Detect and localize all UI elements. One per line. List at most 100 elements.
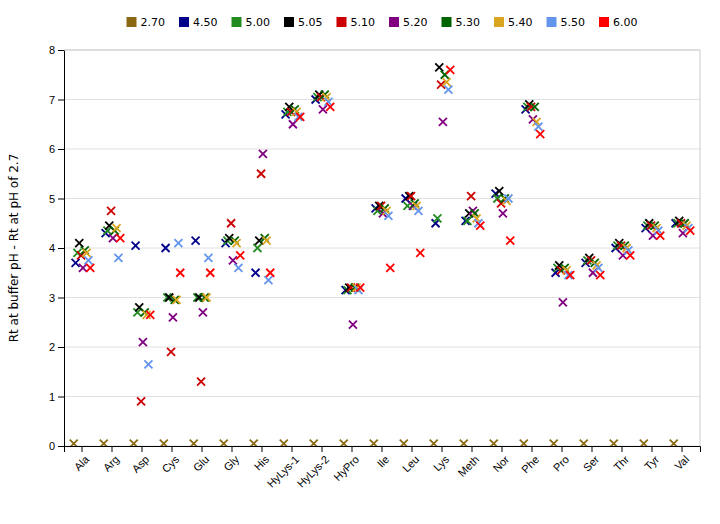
point bbox=[463, 217, 471, 225]
x-tick: Pro bbox=[551, 446, 572, 474]
y-tick-label: 7 bbox=[49, 94, 55, 106]
point bbox=[199, 308, 207, 316]
series bbox=[73, 93, 681, 316]
x-tick-label: Gly bbox=[221, 453, 242, 474]
x-tick-label: Lys bbox=[431, 453, 452, 474]
x-tick: Lys bbox=[431, 446, 452, 473]
point bbox=[204, 254, 212, 262]
point bbox=[439, 118, 447, 126]
x-tick-label: Phe bbox=[519, 453, 541, 475]
point bbox=[173, 296, 181, 304]
point bbox=[356, 284, 364, 292]
point bbox=[370, 440, 378, 446]
x-tick-mark bbox=[232, 446, 233, 452]
plot: 012345678AlaArgAspCysGluGlyHisHyLys-1HyL… bbox=[49, 44, 701, 490]
x-tick: Leu bbox=[400, 446, 421, 475]
point bbox=[495, 187, 503, 195]
point bbox=[107, 207, 115, 215]
point bbox=[192, 237, 200, 245]
legend-swatch bbox=[127, 17, 137, 27]
point bbox=[169, 313, 177, 321]
legend-item: 2.70 bbox=[127, 16, 166, 29]
y-tick: 2 bbox=[49, 341, 64, 353]
point bbox=[264, 276, 272, 284]
x-tick: Ala bbox=[72, 446, 92, 473]
chart: 012345678AlaArgAspCysGluGlyHisHyLys-1HyL… bbox=[0, 0, 720, 524]
point bbox=[146, 311, 154, 319]
point bbox=[559, 298, 567, 306]
point bbox=[190, 440, 198, 446]
x-axis-line bbox=[65, 447, 701, 453]
y-tick-label: 5 bbox=[49, 193, 55, 205]
point bbox=[400, 440, 408, 446]
legend-swatch bbox=[494, 17, 504, 27]
x-tick-mark bbox=[262, 446, 263, 452]
y-tick-mark bbox=[58, 149, 64, 150]
x-tick-mark bbox=[112, 446, 113, 452]
point bbox=[114, 254, 122, 262]
point bbox=[686, 227, 694, 235]
legend-swatch bbox=[442, 17, 452, 27]
point bbox=[257, 170, 265, 178]
point bbox=[386, 264, 394, 272]
point bbox=[229, 256, 237, 264]
x-tick-mark bbox=[352, 446, 353, 452]
x-tick: Nor bbox=[490, 446, 511, 474]
point bbox=[252, 269, 260, 277]
point bbox=[109, 234, 117, 242]
point bbox=[520, 440, 528, 446]
point bbox=[162, 244, 170, 252]
grid bbox=[64, 50, 700, 446]
point bbox=[504, 195, 512, 203]
x-tick-mark bbox=[502, 446, 503, 452]
legend-item: 5.30 bbox=[442, 16, 481, 29]
x-tick: Cys bbox=[159, 446, 181, 475]
point bbox=[233, 239, 241, 247]
y-axis: 012345678 bbox=[49, 44, 65, 452]
series bbox=[81, 71, 689, 317]
x-tick-label: Leu bbox=[400, 453, 421, 474]
x-tick-mark bbox=[442, 446, 443, 452]
y-tick-label: 8 bbox=[49, 44, 55, 56]
x-tick-label: Ile bbox=[375, 453, 392, 470]
legend-item: 5.05 bbox=[284, 16, 323, 29]
y-axis-title: Rt at buffer pH - Rt at pH of 2.7 bbox=[7, 154, 21, 343]
legend-item: 4.50 bbox=[179, 16, 218, 29]
legend-label: 2.70 bbox=[141, 16, 166, 29]
x-tick: Thr bbox=[611, 446, 631, 473]
x-tick-mark bbox=[322, 446, 323, 452]
legend: 2.704.505.005.055.105.205.305.405.506.00 bbox=[127, 16, 638, 29]
y-tick-mark bbox=[58, 248, 64, 249]
point bbox=[75, 239, 83, 247]
point bbox=[137, 397, 145, 405]
point bbox=[476, 222, 484, 230]
point bbox=[280, 440, 288, 446]
legend-item: 6.00 bbox=[599, 16, 638, 29]
point bbox=[174, 239, 182, 247]
point bbox=[444, 86, 452, 94]
x-tick-label: His bbox=[252, 453, 272, 473]
x-tick-mark bbox=[682, 446, 683, 452]
point bbox=[443, 78, 451, 86]
y-tick-label: 4 bbox=[49, 242, 55, 254]
point bbox=[144, 360, 152, 368]
x-tick-label: Glu bbox=[191, 453, 212, 474]
x-tick-mark bbox=[622, 446, 623, 452]
legend-label: 5.05 bbox=[298, 16, 323, 29]
y-tick-mark bbox=[58, 50, 64, 51]
grid-line bbox=[64, 248, 700, 249]
y-tick-mark bbox=[58, 100, 64, 101]
point bbox=[594, 264, 602, 272]
frame-right bbox=[700, 50, 701, 446]
point bbox=[160, 440, 168, 446]
point bbox=[234, 264, 242, 272]
y-tick-mark bbox=[58, 199, 64, 200]
point bbox=[566, 271, 574, 279]
x-tick: Gly bbox=[221, 446, 242, 473]
legend-label: 5.10 bbox=[351, 16, 376, 29]
legend-swatch bbox=[179, 17, 189, 27]
x-tick-label: Ala bbox=[72, 452, 92, 472]
legend-item: 5.00 bbox=[232, 16, 271, 29]
grid-line bbox=[64, 347, 700, 348]
point bbox=[197, 378, 205, 386]
